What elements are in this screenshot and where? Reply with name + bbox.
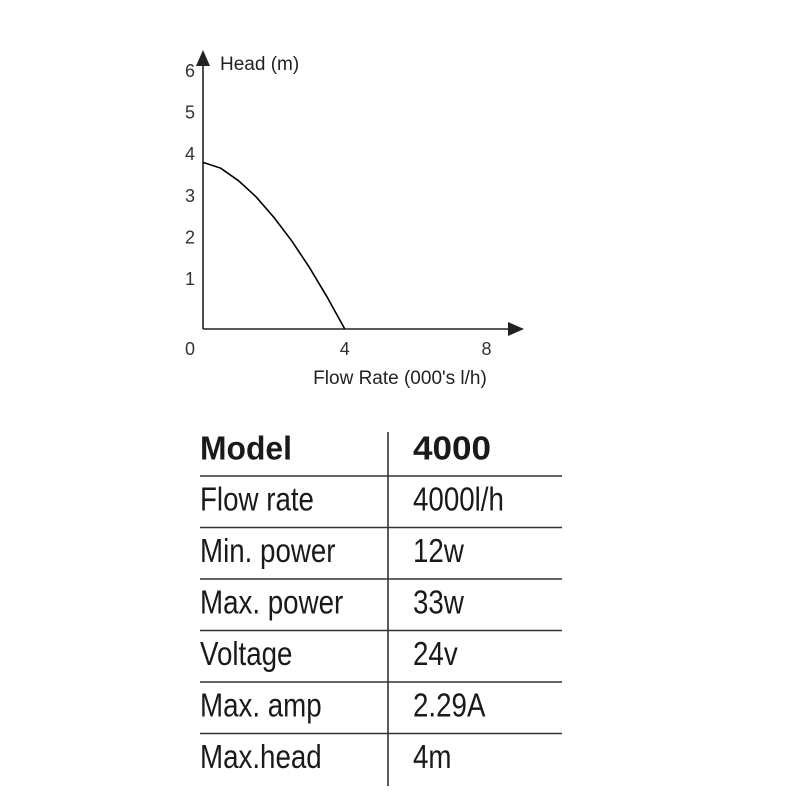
y-axis-label: Head (m) xyxy=(220,54,299,75)
table-cell: Min. power xyxy=(200,533,336,570)
table-cell: 12w xyxy=(413,533,465,570)
y-tick-label: 5 xyxy=(185,102,195,122)
y-tick-label: 1 xyxy=(185,269,195,289)
table-cell: Max. power xyxy=(200,584,343,621)
table-cell: Max. amp xyxy=(200,687,322,724)
x-axis-arrow xyxy=(508,322,524,336)
table-header-cell: Model xyxy=(200,430,292,467)
table-cell: 24v xyxy=(413,636,458,673)
table-cell: 33w xyxy=(413,584,465,621)
x-tick-label: 4 xyxy=(340,339,350,359)
x-tick-label: 8 xyxy=(482,339,492,359)
y-tick-label: 4 xyxy=(185,144,195,164)
y-tick-label: 3 xyxy=(185,186,195,206)
table-cell: Flow rate xyxy=(200,481,314,518)
y-tick-label: 2 xyxy=(185,227,195,247)
table-cell: 4m xyxy=(413,739,452,776)
table-header-cell: 4000 xyxy=(413,430,491,467)
y-axis-arrow xyxy=(196,50,210,66)
x-tick-label: 0 xyxy=(185,339,195,359)
table-cell: Max.head xyxy=(200,739,322,776)
table-cell: Voltage xyxy=(200,636,292,673)
x-axis-label: Flow Rate (000's l/h) xyxy=(313,368,487,389)
table-cell: 4000l/h xyxy=(413,481,504,518)
curve xyxy=(202,161,346,330)
table-cell: 2.29A xyxy=(413,687,486,724)
y-tick-label: 6 xyxy=(185,61,195,81)
